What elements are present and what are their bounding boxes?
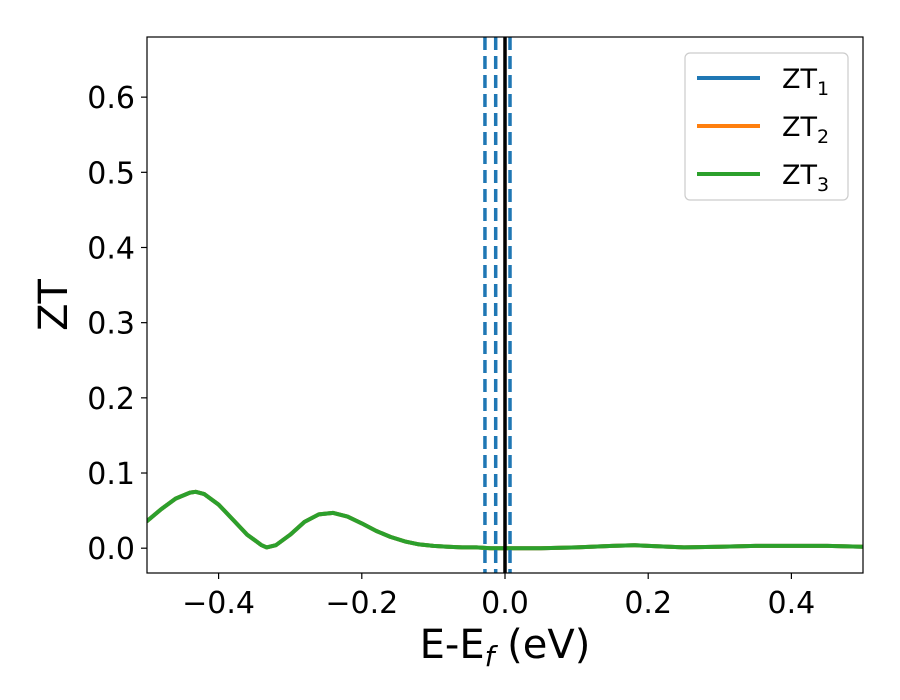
y-tick-label: 0.4	[87, 231, 135, 266]
legend-label-1: ZT1	[782, 64, 829, 100]
x-tick-label: 0.0	[481, 586, 529, 621]
y-axis-title: ZT	[31, 279, 77, 331]
axes: −0.4 −0.2 0.0 0.2 0.4 0.0 0.1 0.2 0.3 0.4 0.5 0.6	[87, 36, 864, 621]
y-tick-label: 0.1	[87, 457, 135, 492]
y-tick-label: 0.0	[87, 532, 135, 567]
y-tick-label: 0.2	[87, 382, 135, 417]
legend-label-2: ZT2	[782, 112, 829, 148]
plot-area	[147, 37, 863, 573]
y-tick-label: 0.5	[87, 156, 135, 191]
legend: ZT1 ZT2 ZT3	[684, 52, 849, 201]
legend-box	[684, 52, 849, 201]
y-tick-label: 0.6	[87, 81, 135, 116]
x-tick-label: 0.4	[768, 586, 816, 621]
series-line-3	[147, 489, 863, 551]
x-tick-label: 0.2	[624, 586, 672, 621]
x-tick-label: −0.4	[182, 586, 255, 621]
legend-label-3: ZT3	[782, 160, 829, 196]
x-axis-title: E-Ef (eV)	[420, 622, 591, 673]
plot-clip-group	[147, 37, 863, 573]
x-tick-label: −0.2	[325, 586, 398, 621]
y-tick-label: 0.3	[87, 307, 135, 342]
